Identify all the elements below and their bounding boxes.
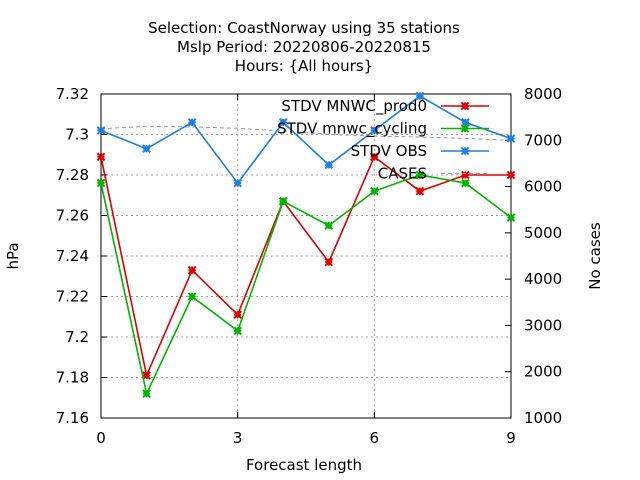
chart-title: Selection: CoastNorway using 35 stations… [148,19,460,75]
data-point-1 [324,221,334,230]
legend-label-2: STDV OBS [351,142,427,160]
title-line-2: Mslp Period: 20220806-20220815 [177,38,431,56]
x-tick-label: 6 [370,429,380,447]
x-tick-label: 0 [96,429,106,447]
data-point-0 [506,170,516,180]
data-point-2 [278,118,288,127]
legend-marker-2 [460,146,470,156]
y2-tick-label: 2000 [524,363,562,381]
x-tick-label: 3 [233,429,243,447]
y-tick-label: 7.18 [56,369,89,387]
data-point-1 [142,389,151,399]
y2-tick-label: 1000 [524,409,562,427]
data-point-0 [233,310,242,320]
y-tick-label: 7.3 [65,126,89,144]
data-point-1 [370,186,379,196]
data-point-0 [461,170,470,180]
legend-label-1: STDV mnwc_cycling [277,120,427,139]
data-point-2 [506,134,516,143]
data-point-1 [506,213,516,222]
y2-tick-label: 4000 [524,270,562,288]
data-point-2 [415,91,425,101]
legend-label-3: CASES [378,165,427,183]
data-point-2 [187,118,197,127]
data-point-0 [370,152,379,162]
x-tick-label: 9 [506,429,516,447]
data-point-2 [96,126,106,135]
y2-tick-label: 7000 [524,131,562,149]
y2-tick-label: 3000 [524,316,562,334]
series-line-1 [100,174,512,397]
series-line-0 [100,155,511,379]
title-line-3: Hours: {All hours} [235,57,373,75]
y-tick-label: 7.2 [65,328,89,346]
data-point-1 [461,178,470,188]
y-tick-label: 7.28 [56,166,89,184]
title-line-1: Selection: CoastNorway using 35 stations [148,19,460,37]
y-tick-label: 7.16 [56,409,89,427]
legend: STDV MNWC_prod0 STDV mnwc_cycling STDV OBS… [277,97,489,183]
y2-tick-label: 8000 [524,85,562,103]
axis-ticks: 7.16 7.18 7.2 7.22 7.24 7.26 7.28 7.3 7.32 1000 20… [56,85,563,447]
data-point-2 [324,160,334,170]
data-point-0 [142,371,151,380]
y-tick-label: 7.26 [56,207,89,225]
legend-label-0: STDV MNWC_prod0 [281,97,427,116]
data-point-1 [278,197,288,206]
data-point-1 [187,292,197,301]
data-point-1 [96,178,106,188]
series-line-2 [100,95,512,185]
series-line-3 [100,125,512,141]
x-axis-label: Forecast length [246,456,362,474]
data-point-0 [96,152,106,162]
data-point-2 [233,178,242,188]
legend-marker-0 [460,101,470,111]
y-tick-label: 7.32 [56,85,89,103]
legend-marker-1 [460,124,470,133]
y2-axis-label: No cases [586,222,604,290]
data-point-1 [233,326,242,336]
y2-tick-label: 5000 [524,224,562,242]
y-tick-label: 7.22 [56,288,89,306]
data-point-0 [324,257,334,267]
y2-tick-label: 6000 [524,178,562,196]
y-tick-label: 7.24 [56,247,89,265]
series-group [96,91,516,399]
grid [101,94,511,418]
data-point-2 [142,144,151,153]
data-point-0 [187,265,197,275]
y-axis-label: hPa [4,242,22,269]
data-point-2 [370,126,379,135]
data-point-1 [415,170,425,180]
data-point-0 [415,186,425,196]
